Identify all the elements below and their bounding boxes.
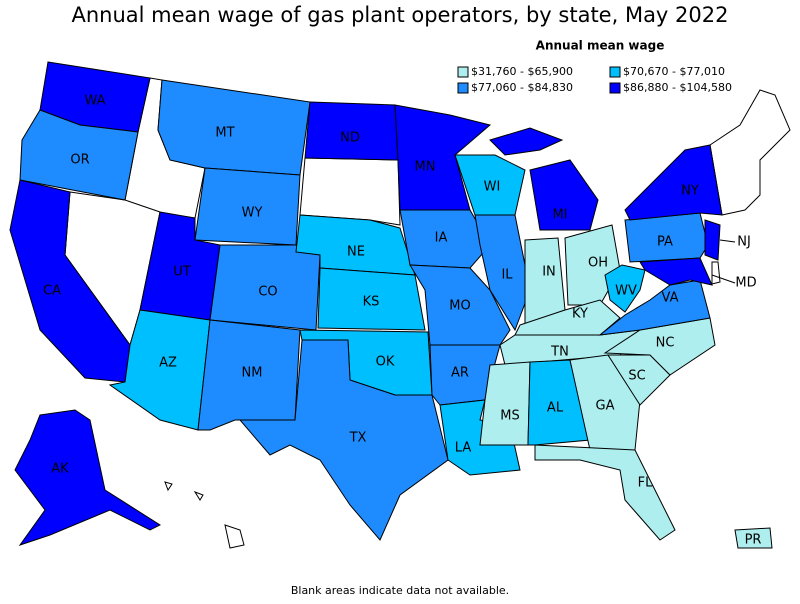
state-label: VA (662, 291, 679, 306)
state-label: FL (638, 476, 653, 491)
title: Annual mean wage of gas plant operators,… (72, 3, 729, 27)
blank-states (64, 77, 791, 549)
state-label: MI (552, 208, 567, 223)
state-label: KY (572, 307, 588, 322)
state-label: IN (542, 265, 556, 280)
state-label: MT (215, 126, 234, 141)
state-label: AL (547, 401, 564, 416)
state-label: MN (415, 160, 436, 175)
footnote: Blank areas indicate data not available. (291, 584, 509, 597)
legend-label: $86,880 - $104,580 (623, 81, 732, 94)
state-label: WV (615, 284, 637, 299)
state (454, 154, 526, 216)
new-england (709, 89, 791, 216)
state (489, 127, 599, 231)
state (569, 354, 641, 451)
state-label: ND (340, 131, 360, 146)
legend-label: $77,060 - $84,830 (471, 81, 573, 94)
state-label: NY (681, 184, 699, 199)
state (317, 267, 426, 331)
leader-line (719, 239, 736, 243)
state-label: IL (501, 268, 513, 283)
state-label: AR (451, 366, 469, 381)
state (734, 527, 773, 549)
state-label: NJ (737, 235, 751, 250)
state-label: SC (628, 369, 645, 384)
state (604, 264, 646, 313)
state-label: AZ (159, 356, 177, 371)
state (479, 361, 531, 446)
states (9, 61, 773, 549)
state (14, 409, 162, 546)
state-label: TN (550, 345, 569, 360)
state (598, 279, 711, 336)
state-label: CO (258, 285, 277, 300)
state-label: MD (735, 276, 756, 291)
state-label: MS (500, 409, 519, 424)
state-label: AK (51, 462, 69, 477)
state-label: LA (455, 441, 472, 456)
leader-line (711, 274, 736, 284)
state (409, 264, 511, 346)
state (639, 257, 713, 286)
state (624, 144, 723, 221)
legend-swatch (457, 66, 469, 78)
state (19, 109, 139, 201)
state-label: IA (435, 231, 448, 246)
state-label: UT (173, 265, 191, 280)
state-hi-3 (164, 481, 173, 492)
state-label: PR (745, 533, 762, 548)
legend-title: Annual mean wage (536, 39, 665, 53)
state-label: WI (484, 180, 501, 195)
state-label: NE (347, 245, 365, 260)
state (394, 104, 492, 211)
state (238, 339, 449, 541)
state-label: GA (596, 399, 615, 414)
legend-label: $70,670 - $77,010 (623, 65, 725, 78)
state-label: OR (70, 153, 89, 168)
state (474, 214, 531, 332)
state (534, 444, 676, 541)
state-hi-2 (193, 491, 204, 501)
state-label: OH (588, 256, 608, 271)
state-label: WY (242, 206, 263, 221)
legend-swatch (457, 82, 469, 94)
state (399, 209, 491, 269)
state-label: TX (349, 431, 367, 446)
state-label: NC (656, 336, 675, 351)
state (209, 244, 321, 331)
state-sd (299, 157, 401, 226)
state-label: OK (376, 355, 395, 370)
state-labels: WA OR CA MT WY UT CO AZ NM ND NE KS OK TX MN IA MO AR LA WI… (43, 94, 761, 548)
state-hi (224, 524, 245, 549)
state-label: WA (84, 94, 105, 109)
state-label: CA (43, 284, 61, 299)
state-label: NM (242, 366, 263, 381)
legend-swatch (609, 82, 621, 94)
legend-label: $31,760 - $65,900 (471, 65, 573, 78)
state-label: MO (449, 299, 470, 314)
state-de (711, 261, 721, 285)
legend-swatch (609, 66, 621, 78)
state-label: KS (363, 295, 380, 310)
state-label: PA (657, 235, 673, 250)
state (704, 219, 721, 261)
